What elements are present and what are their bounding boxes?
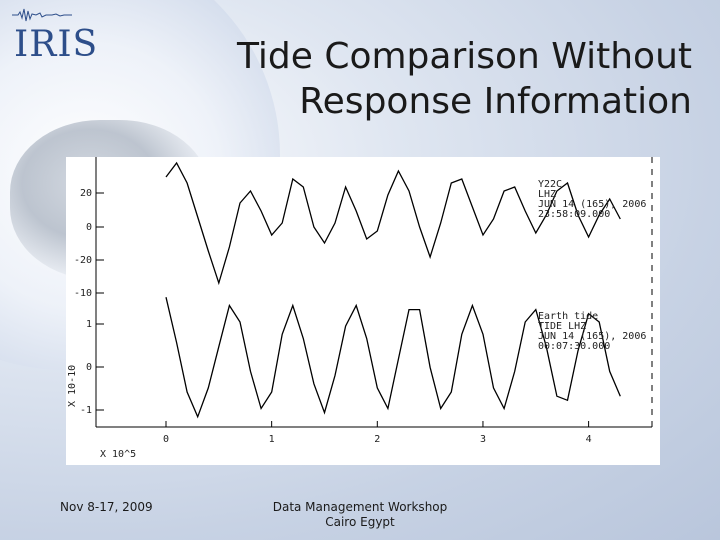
iris-logo: IRIS <box>8 6 100 66</box>
tide-comparison-plot: 20 0 -20 -10 1 0 -1 0 1 2 3 4 Y22C LHZ JUN 14 (165), … <box>66 157 660 465</box>
y-tick-label: -10 <box>74 288 92 299</box>
y-tick-label: -1 <box>80 405 92 416</box>
x-tick-label: 2 <box>374 434 380 445</box>
x-axis-unit-label: X 10^5 <box>100 449 136 460</box>
trace-label-2: TIDE LHZ <box>538 321 586 332</box>
trace-label-1: LHZ <box>538 189 556 200</box>
x-tick-label: 1 <box>269 434 275 445</box>
y-tick-label: -20 <box>74 255 92 266</box>
trace-2 <box>165 297 621 419</box>
trace-label-1: 23:58:09.000 <box>538 209 610 220</box>
footer-date: Nov 8-17, 2009 <box>60 500 153 514</box>
trace-1 <box>165 161 621 286</box>
trace-label-2: Earth tide <box>538 311 598 322</box>
footer-event: Data Management Workshop Cairo Egypt <box>250 500 470 530</box>
y-tick-label: 0 <box>86 222 92 233</box>
trace-label-2: JUN 14 (165), 2006 <box>538 331 646 342</box>
trace-label-1: JUN 14 (165), 2006 <box>538 199 646 210</box>
trace-label-2: 00:07:30.000 <box>538 341 610 352</box>
slide-title-line1: Tide Comparison Without <box>236 36 692 77</box>
slide-title: Tide Comparison Without Response Informa… <box>172 34 692 124</box>
footer-event-line1: Data Management Workshop <box>272 500 448 514</box>
y-tick-label: 1 <box>86 319 92 330</box>
y-axis-unit-label: X 10-10 <box>67 365 78 407</box>
x-tick-label: 4 <box>586 434 592 445</box>
slide-title-line2: Response Information <box>299 81 692 122</box>
seismogram-logo-icon <box>12 8 72 22</box>
traces-layer <box>165 161 621 419</box>
iris-logo-text: IRIS <box>14 24 99 65</box>
footer-event-line2: Cairo Egypt <box>325 515 395 529</box>
y-tick-label: 20 <box>80 188 92 199</box>
x-tick-label: 3 <box>480 434 486 445</box>
y-tick-label: 0 <box>86 362 92 373</box>
x-tick-label: 0 <box>163 434 169 445</box>
trace-label-1: Y22C <box>538 179 562 190</box>
